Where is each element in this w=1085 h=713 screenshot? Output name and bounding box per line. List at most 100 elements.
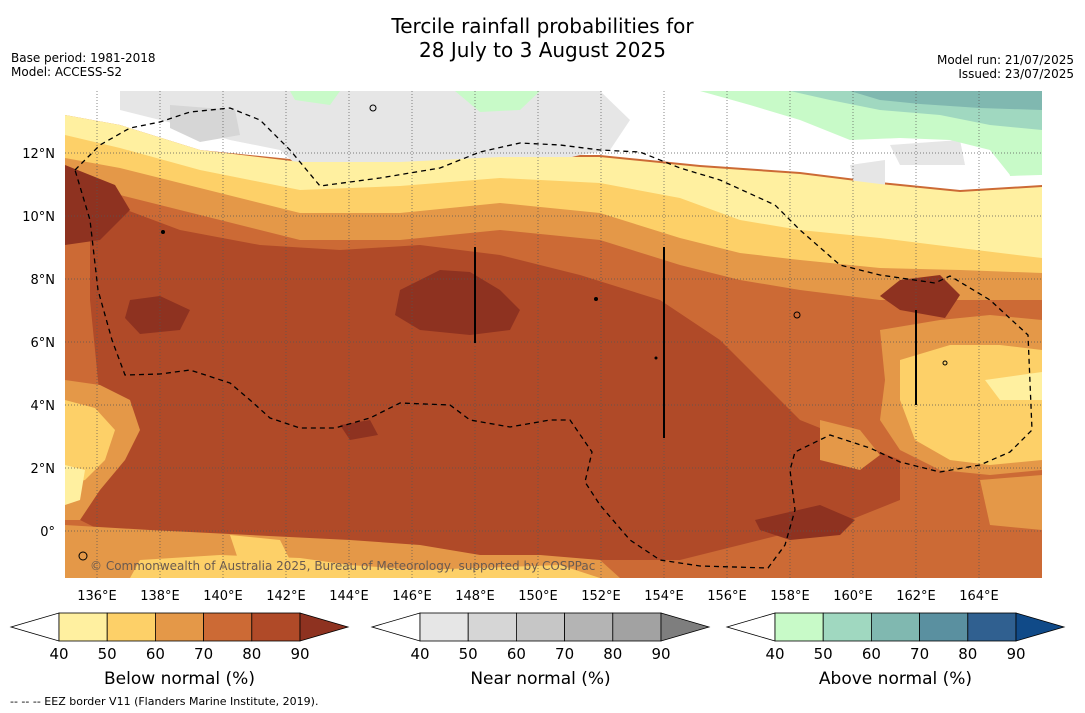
- model-run-text: Model run: 21/07/2025: [936, 53, 1074, 67]
- colorbar-1-tick-label: 60: [507, 645, 526, 663]
- lon-label-158: 158°E: [770, 589, 810, 604]
- colorbar-1-tick-label: 50: [459, 645, 478, 663]
- colorbar-above-normal: 40 50 60 70 80 90 Above normal (%): [725, 612, 1066, 689]
- colorbar-0-tick-label: 80: [242, 645, 261, 663]
- colorbar-0-over-arrow: [299, 612, 350, 642]
- colorbar-2-tick-label: 40: [765, 645, 784, 663]
- field-below-40-sw: [65, 465, 85, 505]
- field-below-60-east-2: [820, 420, 880, 470]
- lon-label-160: 160°E: [833, 589, 873, 604]
- field-above-normal-3: [850, 91, 1042, 110]
- colorbar-2-tick-label: 50: [814, 645, 833, 663]
- field-below-90-4: [880, 275, 960, 318]
- field-below-40-east: [985, 372, 1042, 400]
- field-near-normal-4: [890, 140, 965, 165]
- small-islands: [78, 104, 948, 561]
- lat-labels: 12°N 10°N 8°N 6°N 4°N 2°N 0°: [22, 147, 55, 540]
- island-dot-4: [369, 104, 377, 112]
- colorbar-0-under-arrow: [9, 612, 60, 642]
- lat-label-6: 6°N: [31, 336, 56, 351]
- colorbar-2-title: Above normal (%): [819, 669, 972, 689]
- colorbar-near-normal: 40 50 60 70 80 90 Near normal (%): [370, 612, 711, 689]
- colorbar-1-tick-label: 90: [651, 645, 670, 663]
- colorbar-2-segment: [919, 612, 969, 642]
- colorbar-0-tick-label: 70: [194, 645, 213, 663]
- field-near-normal-5: [850, 160, 885, 188]
- field-below-90-3: [395, 270, 520, 335]
- colorbar-0-tick-label: 90: [290, 645, 309, 663]
- field-below-90-2: [125, 296, 190, 334]
- colorbar-2-tick-label: 60: [862, 645, 881, 663]
- lon-label-154: 154°E: [644, 589, 684, 604]
- field-below-50-sw: [65, 400, 115, 485]
- island-dot-2: [594, 297, 598, 301]
- island-dot-1: [161, 230, 165, 234]
- colorbar-2-segment: [871, 612, 921, 642]
- colorbar-0-tick-label: 40: [49, 645, 68, 663]
- lon-label-156: 156°E: [707, 589, 747, 604]
- field-below-40-north: [65, 115, 1042, 260]
- colorbar-0-segment: [58, 612, 108, 642]
- lon-label-136: 136°E: [77, 589, 117, 604]
- lat-label-0: 0°: [40, 525, 55, 540]
- colorbar-2-tick-label: 90: [1006, 645, 1025, 663]
- colorbar-0-title: Below normal (%): [104, 669, 255, 689]
- colorbar-0-segment: [154, 612, 204, 642]
- colorbar-1-tick-label: 40: [410, 645, 429, 663]
- colorbar-2-segment: [822, 612, 872, 642]
- probability-field: [65, 91, 1042, 578]
- island-dot-3: [793, 311, 801, 319]
- field-above-normal-4: [290, 91, 340, 105]
- colorbar-0-segment: [203, 612, 253, 642]
- base-info: Base period: 1981-2018 Model: ACCESS-S2: [11, 51, 156, 79]
- run-info: Model run: 21/07/2025 Issued: 23/07/2025: [937, 53, 1074, 81]
- map-title: Tercile rainfall probabilities for 28 Ju…: [0, 14, 1085, 62]
- colorbar-1-over-arrow: [660, 612, 711, 642]
- lon-label-152: 152°E: [581, 589, 621, 604]
- colorbar-1-segment: [516, 612, 566, 642]
- field-below-90-1: [65, 165, 130, 245]
- title-line-2: 28 July to 3 August 2025: [419, 38, 666, 62]
- lon-label-140: 140°E: [203, 589, 243, 604]
- colorbar-2-segment: [967, 612, 1017, 642]
- island-dot-6: [654, 356, 658, 360]
- field-below-50-north: [65, 135, 1042, 275]
- colorbar-1-segment: [419, 612, 469, 642]
- field-below-60-east-3: [980, 475, 1042, 530]
- colorbar-below-normal: 40 50 60 70 80 90 Below normal (%): [9, 612, 350, 689]
- colorbar-2-tick-label: 70: [910, 645, 929, 663]
- eez-line: [74, 107, 1033, 569]
- title-line-1: Tercile rainfall probabilities for: [391, 14, 694, 38]
- lat-label-4: 4°N: [31, 399, 56, 414]
- colorbar-2-over-arrow: [1015, 612, 1066, 642]
- colorbar-0-tick-label: 50: [98, 645, 117, 663]
- colorbar-1-under-arrow: [370, 612, 421, 642]
- issued-text: Issued: 23/07/2025: [958, 67, 1074, 81]
- island-dot-7: [78, 551, 88, 561]
- eez-border: [74, 107, 1033, 569]
- lon-labels: 136°E 138°E 140°E 142°E 144°E 146°E 148°…: [77, 589, 999, 604]
- colorbar-1-segment: [564, 612, 614, 642]
- base-period-text: Base period: 1981-2018: [11, 51, 156, 65]
- eez-footnote: -- -- -- EEZ border V11 (Flanders Marine…: [10, 695, 319, 708]
- copyright-text: © Commonwealth of Australia 2025, Bureau…: [90, 559, 595, 573]
- model-text: Model: ACCESS-S2: [11, 65, 123, 79]
- colorbar-1-segment: [612, 612, 662, 642]
- lon-label-146: 146°E: [392, 589, 432, 604]
- lat-label-12: 12°N: [22, 147, 55, 162]
- field-below-90-6: [340, 420, 378, 440]
- field-near-normal-3: [550, 91, 630, 155]
- field-above-normal-5: [455, 91, 540, 112]
- lon-label-142: 142°E: [266, 589, 306, 604]
- field-below-60-north: [65, 158, 1042, 300]
- colorbar-1-tick-label: 70: [555, 645, 574, 663]
- colorbar-1-tick-label: 80: [603, 645, 622, 663]
- lon-label-144: 144°E: [329, 589, 369, 604]
- graticule: [65, 91, 1042, 578]
- lat-label-2: 2°N: [31, 462, 56, 477]
- field-near-normal-2: [170, 105, 240, 142]
- colorbar-2-tick-label: 80: [958, 645, 977, 663]
- colorbar-2-under-arrow: [725, 612, 776, 642]
- field-above-normal-6: [1005, 148, 1040, 176]
